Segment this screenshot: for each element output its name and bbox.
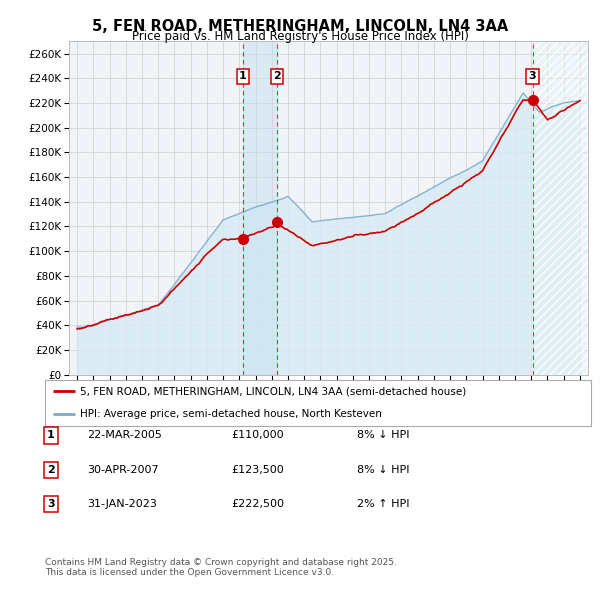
Text: 8% ↓ HPI: 8% ↓ HPI [357, 465, 409, 474]
Bar [533, 41, 588, 375]
Text: 3: 3 [529, 71, 536, 81]
Text: 22-MAR-2005: 22-MAR-2005 [87, 431, 162, 440]
Bar [533, 41, 588, 375]
Text: £110,000: £110,000 [231, 431, 284, 440]
Bar [243, 41, 277, 375]
Text: 2: 2 [47, 465, 55, 474]
Text: 5, FEN ROAD, METHERINGHAM, LINCOLN, LN4 3AA: 5, FEN ROAD, METHERINGHAM, LINCOLN, LN4 … [92, 19, 508, 34]
Text: 2: 2 [273, 71, 281, 81]
Text: Price paid vs. HM Land Registry's House Price Index (HPI): Price paid vs. HM Land Registry's House … [131, 30, 469, 43]
Text: £123,500: £123,500 [231, 465, 284, 474]
Text: £222,500: £222,500 [231, 499, 284, 509]
Text: 1: 1 [239, 71, 247, 81]
Text: Contains HM Land Registry data © Crown copyright and database right 2025.
This d: Contains HM Land Registry data © Crown c… [45, 558, 397, 577]
Text: 31-JAN-2023: 31-JAN-2023 [87, 499, 157, 509]
Text: 3: 3 [47, 499, 55, 509]
Text: HPI: Average price, semi-detached house, North Kesteven: HPI: Average price, semi-detached house,… [80, 409, 382, 419]
Text: 8% ↓ HPI: 8% ↓ HPI [357, 431, 409, 440]
Text: 30-APR-2007: 30-APR-2007 [87, 465, 158, 474]
Text: 5, FEN ROAD, METHERINGHAM, LINCOLN, LN4 3AA (semi-detached house): 5, FEN ROAD, METHERINGHAM, LINCOLN, LN4 … [80, 386, 467, 396]
Text: 1: 1 [47, 431, 55, 440]
Text: 2% ↑ HPI: 2% ↑ HPI [357, 499, 409, 509]
